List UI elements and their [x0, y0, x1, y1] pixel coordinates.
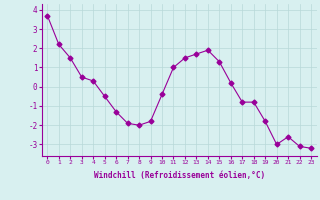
X-axis label: Windchill (Refroidissement éolien,°C): Windchill (Refroidissement éolien,°C) [94, 171, 265, 180]
